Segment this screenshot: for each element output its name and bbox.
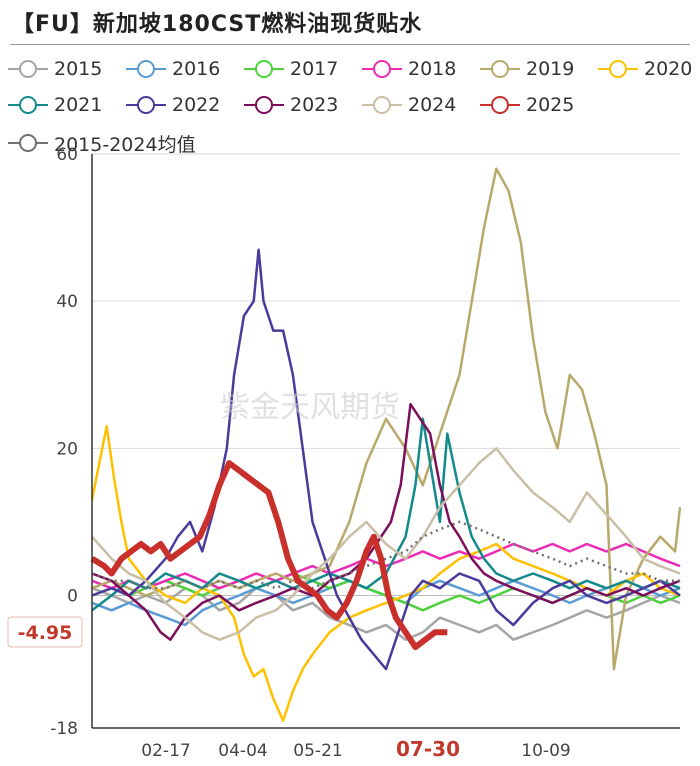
x-tick-label: 02-17	[141, 741, 190, 761]
watermark: 紫金天风期货	[220, 390, 400, 425]
series-line-2021	[91, 417, 681, 612]
x-tick-label: 10-09	[521, 741, 570, 761]
legend-label: 2016	[172, 58, 221, 80]
marker-layer: -4.95	[7, 616, 83, 648]
series-line-2024	[91, 447, 681, 641]
grid-layer: -18 0 20 40 60	[50, 145, 680, 739]
legend-label: 2015	[54, 58, 103, 80]
series-line-2023	[91, 402, 681, 641]
series-line-2015-2024均值	[91, 520, 680, 590]
last-value-label: -4.95	[18, 622, 73, 644]
legend-item[interactable]: 2020	[598, 56, 692, 82]
legend-swatch	[244, 60, 284, 78]
legend-item[interactable]: 2022	[126, 92, 220, 118]
y-tick-label: 20	[56, 439, 78, 459]
y-tick-label: 60	[56, 145, 78, 165]
title-divider	[10, 44, 690, 45]
chart-title: 【FU】新加坡180CST燃料油现货贴水	[12, 12, 423, 37]
legend-swatch	[480, 96, 520, 114]
series-layer	[90, 167, 682, 722]
legend-swatch	[598, 60, 638, 78]
legend-label: 2024	[408, 94, 457, 116]
legend-label: 2023	[290, 94, 339, 116]
legend-label: 2018	[408, 58, 457, 80]
legend-swatch	[8, 60, 48, 78]
legend-swatch	[8, 96, 48, 114]
legend-label: 2021	[54, 94, 103, 116]
y-tick-label: 0	[67, 587, 78, 607]
legend-swatch	[362, 96, 402, 114]
legend-label: 2017	[290, 58, 339, 80]
legend-label: 2025	[526, 94, 575, 116]
legend: 2015 2016 2017 2018 2019 2020 2021 2022 2023 2024…	[0, 50, 700, 160]
legend-item[interactable]: 2021	[8, 92, 102, 118]
legend-item[interactable]: 2025	[480, 92, 574, 118]
legend-item[interactable]: 2023	[244, 92, 338, 118]
legend-swatch	[8, 134, 48, 152]
series-line-2018	[91, 542, 681, 590]
legend-label: 2015-2024均值	[54, 133, 196, 156]
legend-swatch	[480, 60, 520, 78]
legend-label: 2020	[644, 58, 693, 80]
x-tick-label: 04-04	[218, 741, 267, 761]
legend-swatch	[126, 60, 166, 78]
legend-swatch	[244, 96, 284, 114]
series-line-2019	[91, 167, 682, 671]
legend-item[interactable]: 2019	[480, 56, 574, 82]
x-tick-label-highlight: 07-30	[396, 737, 460, 761]
legend-item[interactable]: 2015	[8, 56, 102, 82]
legend-label: 2019	[526, 58, 575, 80]
legend-label: 2022	[172, 94, 221, 116]
series-line-2025	[90, 460, 448, 651]
legend-item[interactable]: 2018	[362, 56, 456, 82]
last-value-box	[7, 616, 83, 648]
legend-swatch	[126, 96, 166, 114]
legend-item[interactable]: 2024	[362, 92, 456, 118]
y-tick-label: 40	[56, 292, 78, 312]
axis-layer: 02-17 04-04 05-21 07-30 10-09	[91, 154, 680, 761]
x-tick-label: 05-21	[293, 741, 342, 761]
series-line-2022	[91, 248, 681, 671]
legend-item[interactable]: 2015-2024均值	[8, 130, 196, 156]
legend-item[interactable]: 2016	[126, 56, 220, 82]
y-tick-label: -18	[50, 719, 78, 739]
legend-item[interactable]: 2017	[244, 56, 338, 82]
legend-swatch	[362, 60, 402, 78]
